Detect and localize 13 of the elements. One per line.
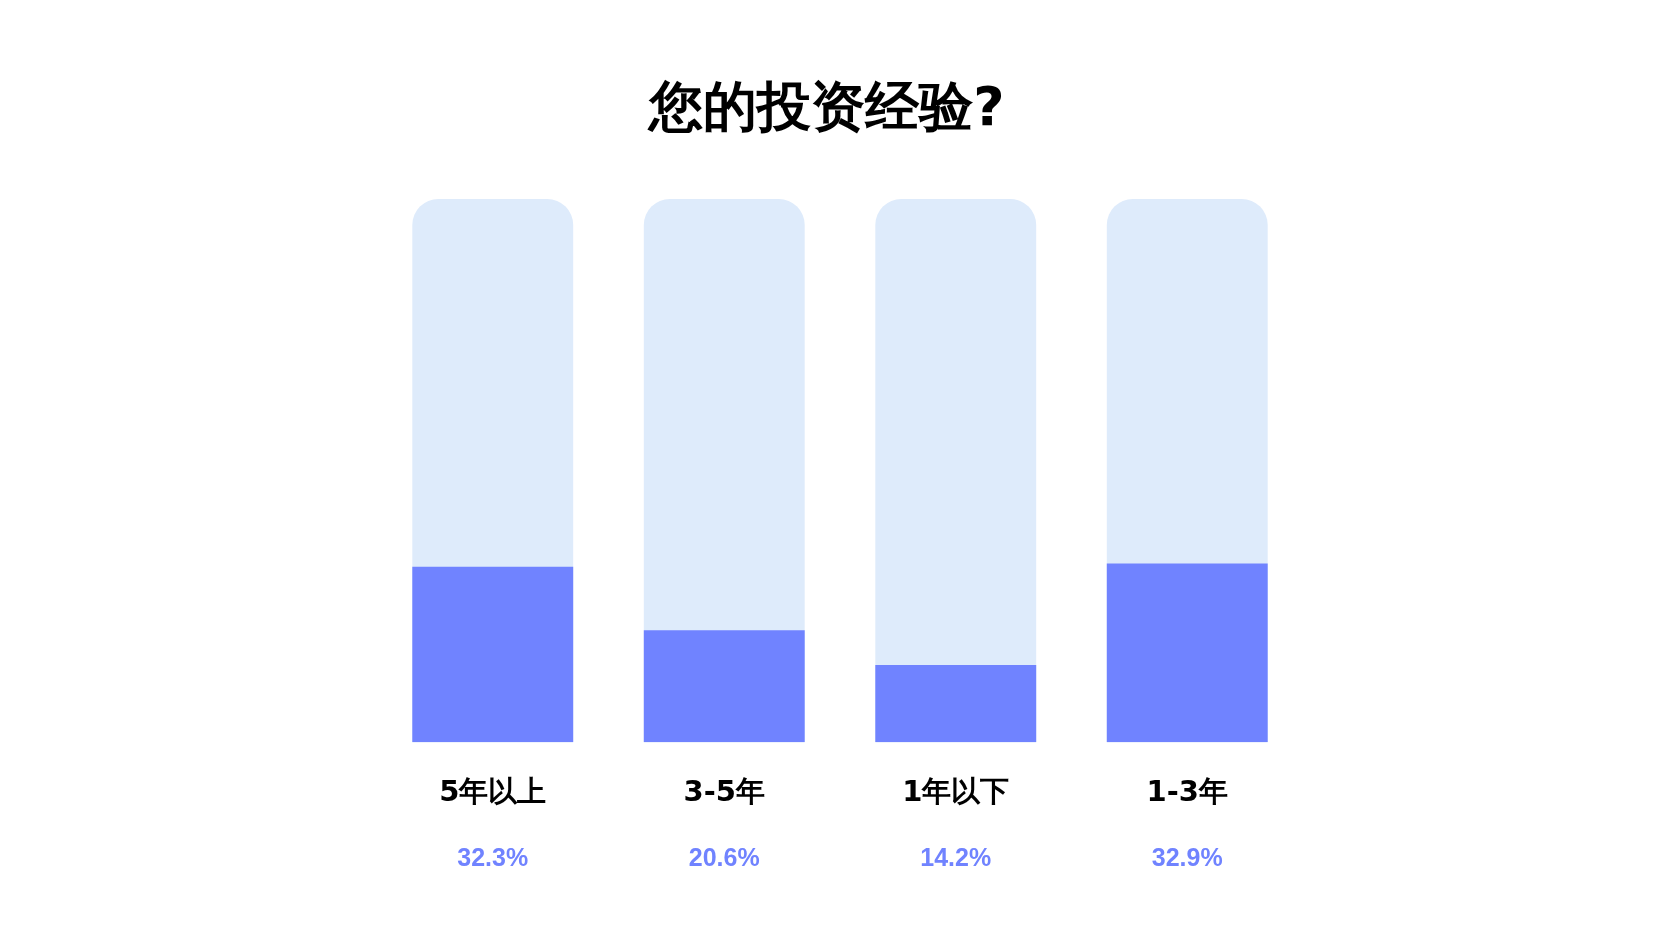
data-label: 32.3% [457, 843, 529, 872]
bar [412, 566, 574, 743]
x-tick-label: 5年以上 [439, 774, 547, 809]
bar [643, 630, 805, 743]
bar [875, 665, 1037, 743]
x-tick-label: 3-5年 [683, 774, 765, 809]
data-label: 20.6% [688, 843, 760, 872]
chart-title: 您的投资经验? [646, 74, 1006, 140]
bar [1106, 563, 1268, 743]
data-label: 14.2% [920, 843, 992, 872]
x-tick-label: 1年以下 [902, 774, 1010, 809]
data-label: 32.9% [1151, 843, 1223, 872]
x-tick-label: 1-3年 [1146, 774, 1228, 809]
